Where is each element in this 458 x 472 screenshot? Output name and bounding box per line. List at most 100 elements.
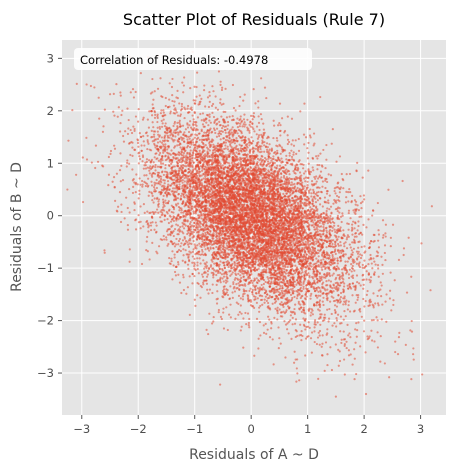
data-point [391, 223, 395, 226]
data-point [163, 182, 166, 185]
data-point [226, 328, 229, 332]
data-point [219, 260, 222, 263]
data-point [226, 293, 230, 297]
data-point [295, 330, 298, 333]
data-point [338, 211, 341, 214]
data-point [193, 85, 196, 88]
chart-title: Scatter Plot of Residuals (Rule 7) [123, 10, 385, 29]
data-point [352, 310, 356, 313]
data-point [246, 143, 249, 146]
data-point [300, 339, 303, 342]
data-point [358, 282, 361, 285]
data-point [164, 104, 167, 108]
data-point [219, 271, 222, 274]
data-point [333, 224, 336, 227]
data-point [113, 114, 116, 117]
data-point [319, 294, 322, 297]
data-point [231, 296, 234, 299]
data-point [203, 267, 206, 270]
data-point [412, 347, 415, 350]
data-point [270, 166, 273, 169]
data-point [245, 323, 248, 326]
data-point [182, 254, 185, 257]
data-point [223, 172, 226, 175]
data-point [328, 194, 331, 197]
data-point [155, 144, 158, 147]
data-point [337, 196, 340, 199]
data-point [326, 288, 329, 291]
data-point [256, 157, 260, 160]
data-point [318, 203, 322, 206]
data-point [319, 313, 322, 316]
data-point [170, 169, 174, 172]
data-point [153, 116, 157, 119]
data-point [175, 223, 178, 226]
data-point [368, 278, 371, 281]
data-point [162, 194, 165, 197]
data-point [259, 113, 263, 116]
data-point [377, 239, 380, 242]
data-point [195, 95, 198, 98]
data-point [177, 239, 181, 243]
data-point [171, 99, 174, 103]
data-point [206, 230, 209, 234]
data-point [258, 310, 261, 313]
data-point [133, 127, 136, 131]
data-point [173, 227, 177, 231]
data-point [228, 137, 231, 140]
data-point [172, 234, 175, 238]
data-point [191, 255, 194, 258]
data-point [212, 143, 215, 146]
data-point [145, 174, 148, 177]
data-point [120, 210, 123, 214]
data-point [340, 341, 343, 345]
data-point [306, 184, 309, 187]
data-point [263, 288, 266, 291]
data-point [272, 245, 275, 249]
data-point [192, 124, 195, 127]
data-point [347, 200, 350, 203]
data-point [369, 240, 373, 243]
data-point [193, 102, 196, 105]
data-point [322, 148, 325, 152]
data-point [122, 140, 126, 143]
data-point [182, 248, 185, 251]
data-point [138, 157, 142, 161]
data-point [207, 292, 210, 295]
data-point [369, 276, 373, 279]
data-point [157, 198, 161, 201]
data-point [183, 76, 186, 79]
data-point [164, 199, 167, 202]
data-point [420, 242, 423, 245]
data-point [362, 194, 366, 197]
data-point [147, 184, 150, 187]
data-point [334, 192, 337, 195]
data-point [198, 174, 201, 177]
data-point [346, 260, 349, 263]
data-point [310, 195, 313, 198]
data-point [335, 194, 339, 198]
data-point [282, 176, 286, 179]
data-point [320, 259, 323, 262]
data-point [305, 188, 308, 191]
data-point [327, 199, 330, 202]
data-point [286, 115, 289, 118]
data-point [327, 256, 330, 260]
data-point [283, 320, 286, 323]
data-point [259, 334, 262, 337]
data-point [349, 246, 352, 249]
data-point [222, 291, 225, 295]
data-point [231, 291, 234, 294]
data-point [109, 152, 112, 155]
data-point [356, 329, 359, 332]
data-point [347, 273, 350, 276]
data-point [381, 236, 385, 239]
data-point [186, 104, 190, 108]
data-point [286, 138, 290, 141]
data-point [210, 131, 213, 134]
data-point [348, 172, 352, 176]
data-point [156, 165, 159, 168]
data-point [351, 264, 354, 268]
data-point [353, 235, 356, 238]
data-point [281, 169, 285, 173]
